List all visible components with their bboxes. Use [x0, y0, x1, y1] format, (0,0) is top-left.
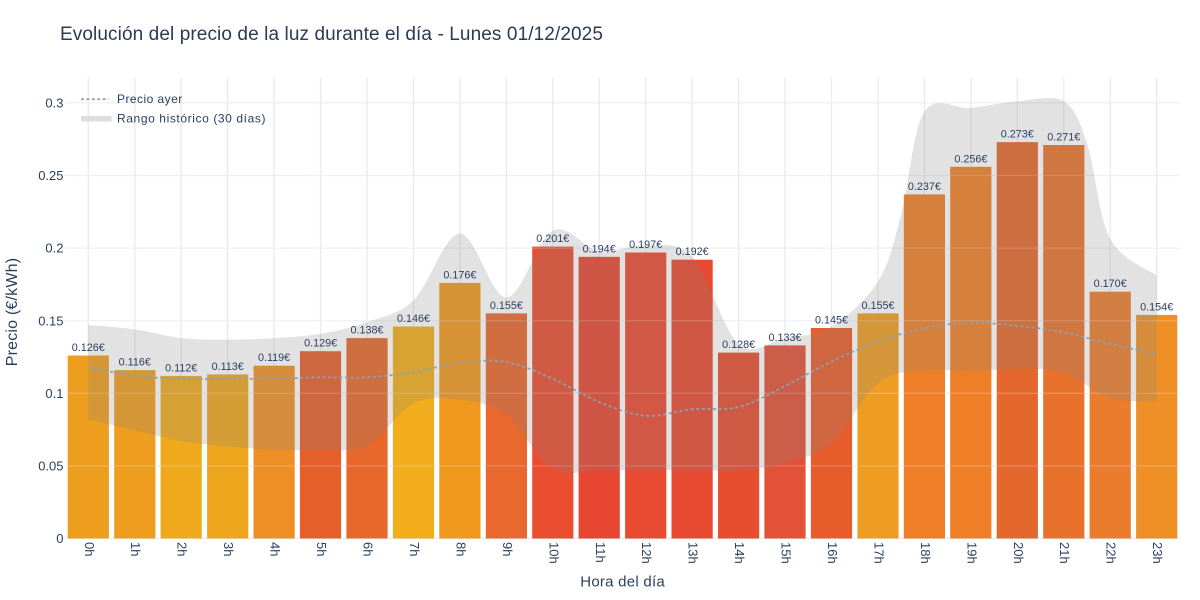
svg-text:0.25: 0.25 [38, 168, 63, 183]
svg-text:14h: 14h [732, 542, 747, 564]
svg-text:9h: 9h [500, 542, 515, 556]
svg-text:0.1: 0.1 [45, 386, 63, 401]
svg-text:0.15: 0.15 [38, 313, 63, 328]
svg-text:Precio ayer: Precio ayer [117, 92, 183, 106]
svg-text:0.116€: 0.116€ [119, 357, 151, 369]
svg-text:0: 0 [56, 531, 63, 546]
svg-text:Hora del día: Hora del día [580, 574, 665, 591]
svg-text:0.256€: 0.256€ [954, 153, 987, 165]
svg-text:8h: 8h [453, 542, 468, 556]
svg-text:20h: 20h [1011, 542, 1026, 564]
svg-text:Rango histórico (30 días): Rango histórico (30 días) [117, 112, 266, 126]
svg-text:0.2: 0.2 [45, 241, 63, 256]
svg-text:0.201€: 0.201€ [536, 233, 569, 245]
svg-text:10h: 10h [546, 542, 561, 564]
svg-text:0.05: 0.05 [38, 459, 63, 474]
svg-text:0h: 0h [82, 542, 97, 556]
svg-text:0.133€: 0.133€ [768, 332, 801, 344]
svg-text:0.3: 0.3 [45, 96, 63, 111]
svg-text:0.146€: 0.146€ [397, 313, 430, 325]
svg-text:21h: 21h [1057, 542, 1072, 564]
svg-text:0.155€: 0.155€ [490, 300, 523, 312]
svg-text:15h: 15h [779, 542, 794, 564]
svg-text:22h: 22h [1104, 542, 1119, 564]
svg-text:0.237€: 0.237€ [908, 181, 941, 193]
svg-text:0.273€: 0.273€ [1001, 129, 1034, 141]
svg-text:0.176€: 0.176€ [443, 269, 476, 281]
svg-text:0.155€: 0.155€ [861, 300, 894, 312]
svg-text:2h: 2h [175, 542, 190, 556]
svg-text:0.113€: 0.113€ [212, 361, 244, 373]
svg-text:13h: 13h [686, 542, 701, 564]
svg-text:19h: 19h [964, 542, 979, 564]
svg-text:Precio (€/kWh): Precio (€/kWh) [4, 258, 21, 367]
svg-text:0.119€: 0.119€ [258, 352, 290, 364]
svg-text:16h: 16h [825, 542, 840, 564]
svg-text:6h: 6h [361, 542, 376, 556]
svg-text:18h: 18h [918, 542, 933, 564]
svg-text:0.126€: 0.126€ [72, 342, 105, 354]
svg-text:Evolución del precio de la luz: Evolución del precio de la luz durante e… [60, 24, 603, 45]
svg-text:0.129€: 0.129€ [304, 338, 337, 350]
svg-text:4h: 4h [268, 542, 283, 556]
svg-text:0.112€: 0.112€ [165, 362, 197, 374]
svg-text:0.128€: 0.128€ [722, 339, 755, 351]
svg-text:5h: 5h [314, 542, 329, 556]
svg-text:23h: 23h [1150, 542, 1165, 564]
svg-text:0.145€: 0.145€ [815, 315, 848, 327]
svg-text:0.170€: 0.170€ [1094, 278, 1127, 290]
svg-text:0.138€: 0.138€ [350, 325, 383, 337]
svg-text:0.197€: 0.197€ [629, 239, 662, 251]
svg-text:0.192€: 0.192€ [676, 246, 709, 258]
svg-text:0.271€: 0.271€ [1047, 132, 1080, 144]
svg-text:17h: 17h [872, 542, 887, 564]
svg-text:3h: 3h [221, 542, 236, 556]
svg-text:0.194€: 0.194€ [583, 243, 616, 255]
svg-text:7h: 7h [407, 542, 422, 556]
svg-text:11h: 11h [593, 542, 608, 563]
svg-text:12h: 12h [639, 542, 654, 564]
svg-text:1h: 1h [128, 542, 143, 556]
svg-text:0.154€: 0.154€ [1140, 301, 1173, 313]
